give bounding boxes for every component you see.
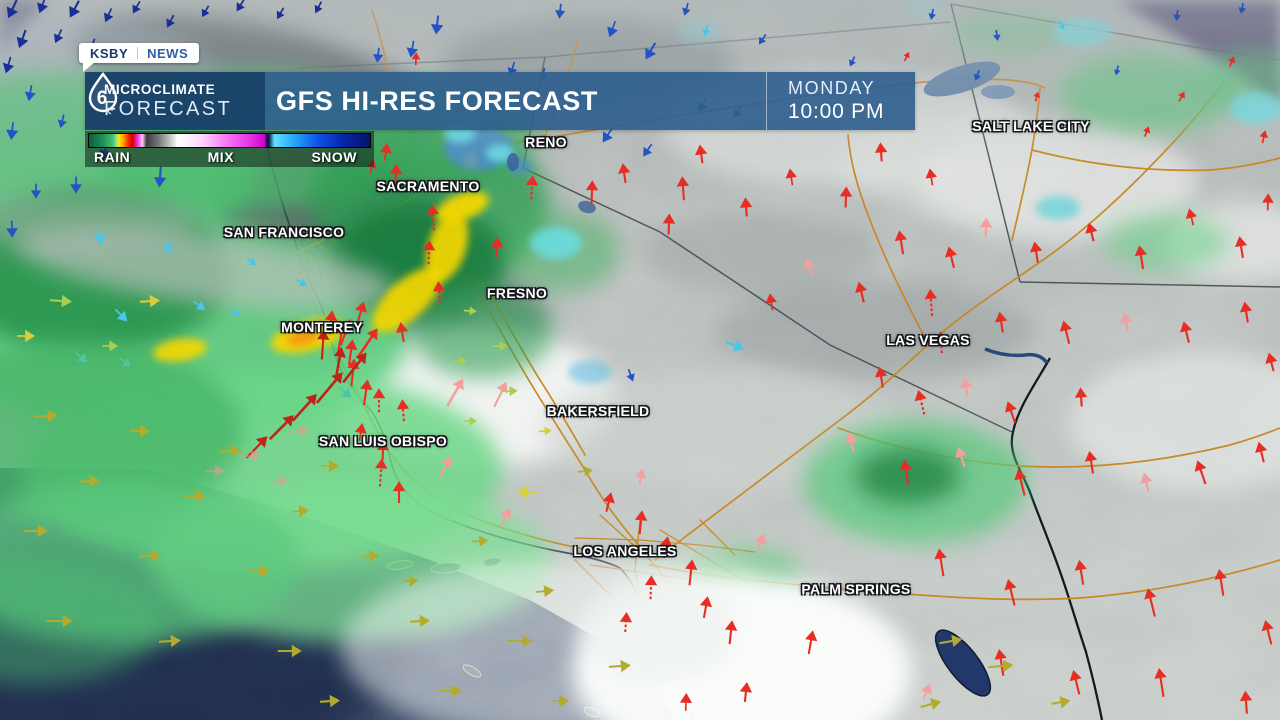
- microclimate-brand: 6 MICROCLIMATE FORECAST: [85, 72, 265, 130]
- station-logo: KSBY NEWS: [79, 43, 200, 72]
- precip-colorbar: [88, 133, 371, 148]
- page-title: GFS HI-RES FORECAST: [276, 85, 598, 116]
- brand-line1: MICROCLIMATE: [104, 82, 216, 98]
- header-band: 6 MICROCLIMATE FORECAST GFS HI-RES FOREC…: [85, 72, 915, 130]
- forecast-title-section: GFS HI-RES FORECAST: [265, 72, 766, 130]
- colorbar-divider: [177, 134, 180, 147]
- coastal-fog: [341, 560, 912, 720]
- precip-legend: RAIN MIX SNOW: [85, 131, 374, 167]
- logo-divider: [137, 47, 139, 59]
- legend-mix-label: MIX: [207, 148, 235, 165]
- legend-labels: RAIN MIX SNOW: [85, 148, 374, 165]
- legend-rain-label: RAIN: [94, 148, 131, 165]
- brand-line2: FORECAST: [104, 97, 233, 120]
- logo-tail: [83, 62, 95, 72]
- station-call-letters: KSBY: [90, 45, 129, 61]
- microclimate-logo-icon: 6: [88, 72, 118, 116]
- microclimate-wordmark: MICROCLIMATE FORECAST: [104, 83, 232, 119]
- forecast-day: MONDAY: [788, 78, 876, 98]
- forecast-time: 10:00 PM: [788, 100, 885, 123]
- legend-snow-label: SNOW: [311, 148, 357, 165]
- svg-text:6: 6: [97, 88, 108, 109]
- valid-time-section: MONDAY 10:00 PM: [766, 72, 915, 130]
- station-news-label: NEWS: [147, 45, 189, 61]
